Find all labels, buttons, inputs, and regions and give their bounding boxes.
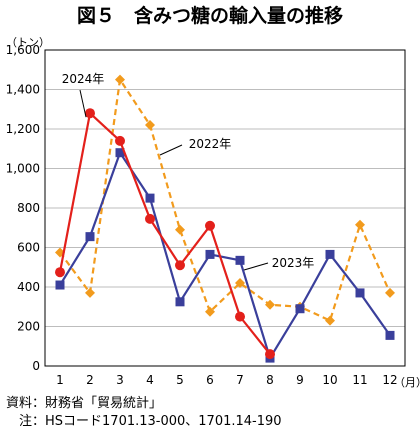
x-tick-label: 11 [352,373,367,387]
data-point [355,219,365,230]
data-point [85,108,95,119]
data-point [295,304,305,314]
y-tick-labels: 0 200 400 600 800 1,000 1,200 1,400 1,600 [6,43,40,373]
series-line [59,151,391,360]
y-tick-label: 1,000 [6,162,40,176]
x-tick-label: 7 [236,373,244,387]
label-leader-line [79,89,87,118]
series-2022年 [55,74,395,326]
grid [45,49,405,367]
data-point [55,280,65,290]
data-point [265,349,275,360]
label-leader-line [159,144,183,156]
series-2024年 [55,108,275,360]
data-point [85,287,95,298]
y-tick-label: 1,200 [6,122,40,136]
series-label: 2023年 [272,256,315,270]
y-tick-label: 200 [17,320,40,334]
y-tick-label: 800 [17,201,40,215]
data-point [325,249,335,259]
x-tick-label: 2 [86,373,94,387]
data-point [175,224,185,235]
series-label: 2024年 [62,72,105,86]
x-tick-labels: 1 2 3 4 5 6 7 8 9 10 11 12 [56,373,397,387]
source-note: 資料：財務省「貿易統計」 [6,396,163,411]
series-line [59,78,392,322]
y-tick-label: 400 [17,280,40,294]
data-point [145,193,155,203]
x-tick-label: 3 [116,373,124,387]
data-point [115,74,125,85]
data-point [55,267,65,278]
series-layer [55,74,395,363]
series-labels: 2024年 2022年 2023年 [62,72,315,271]
data-point [355,288,365,298]
data-point [175,297,185,307]
y-tick-label: 1,400 [6,83,40,97]
data-point [205,249,215,259]
data-point [145,213,155,224]
y-tick-label: 1,600 [6,43,40,57]
y-axis-unit: （トン） [6,36,50,49]
data-point [115,135,125,146]
plot-frame [44,49,406,367]
data-point [385,287,395,298]
x-tick-label: 9 [296,373,304,387]
data-point [175,260,185,271]
x-tick-label: 10 [322,373,337,387]
data-point [385,330,395,340]
x-tick-label: 5 [176,373,184,387]
x-tick-label: 8 [266,373,274,387]
data-point [145,120,155,131]
y-tick-label: 0 [32,359,40,373]
label-leader-line [243,262,269,271]
chart-title: 図５ 含みつ糖の輸入量の推移 [77,4,343,27]
x-tick-label: 1 [56,373,64,387]
data-point [85,232,95,242]
x-tick-label: 6 [206,373,214,387]
x-axis-unit: （月） [394,376,420,389]
series-line [58,112,271,355]
data-point [205,306,215,317]
data-point [115,148,125,158]
y-tick-label: 600 [17,241,40,255]
data-point [265,299,275,310]
data-point [235,278,245,289]
series-label: 2022年 [189,137,232,151]
data-point [235,255,245,265]
data-point [325,315,335,326]
data-point [205,220,215,231]
data-point [235,311,245,322]
x-tick-label: 12 [382,373,397,387]
x-tick-label: 4 [146,373,154,387]
hs-code-note: 注：HSコード1701.13-000、1701.14-190 [6,414,282,429]
